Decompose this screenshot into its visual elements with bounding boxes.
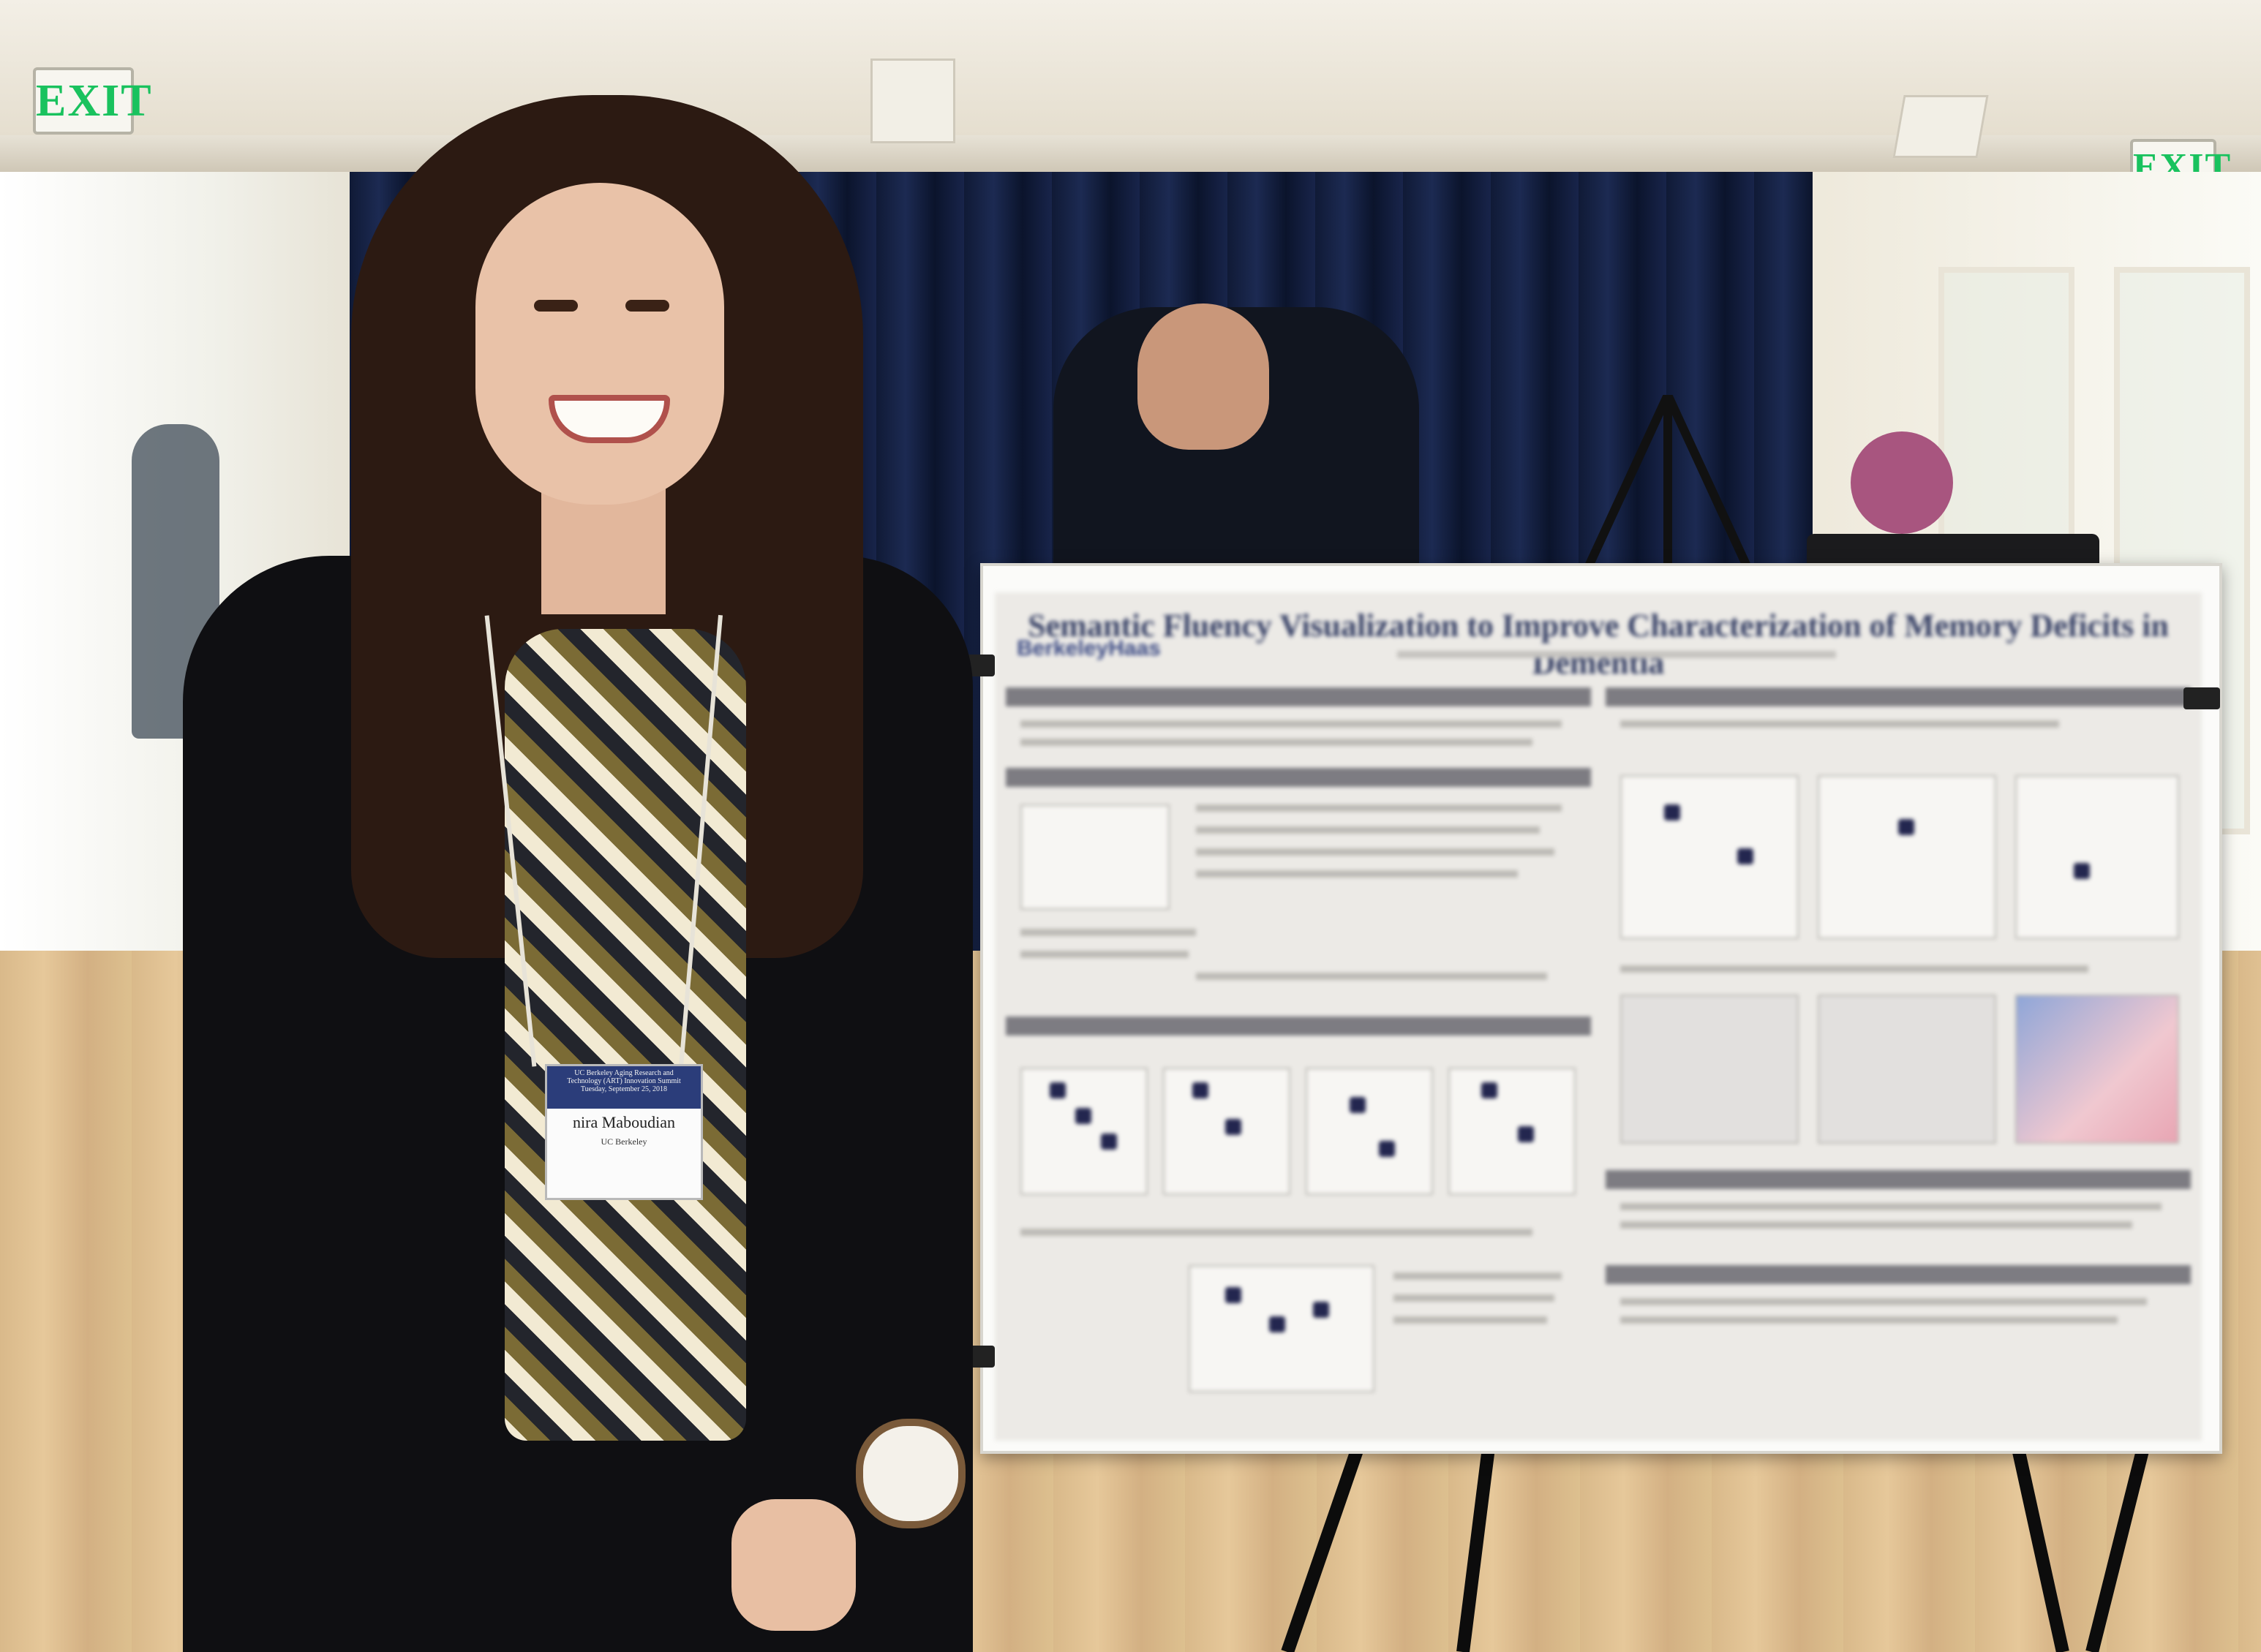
woman-face: [475, 183, 724, 505]
section-header: [1006, 768, 1591, 787]
easel-legs: [1236, 1419, 2157, 1652]
density-plot: [1818, 995, 1996, 1144]
man-head: [1137, 303, 1269, 450]
woman-hand: [731, 1499, 856, 1631]
heatmap-plot: [2015, 995, 2179, 1144]
text-line: [1196, 826, 1540, 834]
text-line: [1196, 870, 1518, 878]
eye: [625, 300, 669, 312]
text-line: [1196, 973, 1547, 980]
text-line: [1620, 1316, 2118, 1324]
scatter-plot: [1620, 775, 1799, 939]
text-line: [1393, 1272, 1562, 1280]
matrix-plot: [1163, 1068, 1290, 1195]
plot-mark: [1313, 1302, 1329, 1318]
plot-mark: [1101, 1134, 1117, 1150]
text-line: [1620, 720, 2059, 728]
name-badge: UC Berkeley Aging Research and Technolog…: [545, 1064, 703, 1200]
text-line: [1020, 929, 1196, 936]
wristwatch: [856, 1419, 966, 1528]
poster-logo: BerkeleyHaas: [1017, 636, 1161, 660]
text-line: [1620, 1221, 2132, 1229]
text-line: [1393, 1294, 1554, 1302]
plot-mark: [1192, 1082, 1208, 1098]
plot-mark: [1737, 848, 1753, 864]
text-line: [1393, 1316, 1547, 1324]
poster-right-column: [1606, 687, 2191, 1426]
text-line: [1196, 848, 1554, 856]
text-line: [1620, 965, 2088, 973]
exit-sign-left: EXIT: [33, 67, 151, 135]
badge-affiliation: UC Berkeley: [601, 1136, 647, 1147]
plot-mark: [1075, 1108, 1091, 1124]
section-header: [1606, 1265, 2191, 1284]
section-header: [1606, 1170, 2191, 1189]
poster-left-column: [1006, 687, 1591, 1426]
text-line: [1020, 951, 1189, 958]
plot-mark: [1050, 1082, 1066, 1098]
section-header: [1006, 1017, 1591, 1036]
badge-header: UC Berkeley Aging Research and Technolog…: [547, 1066, 701, 1109]
research-poster: Semantic Fluency Visualization to Improv…: [995, 592, 2202, 1441]
flowchart-figure: [1020, 804, 1170, 910]
binder-clip: [2183, 687, 2220, 709]
section-header: [1006, 687, 1591, 706]
density-plot: [1620, 995, 1799, 1144]
text-line: [1020, 1229, 1532, 1236]
tripod: [1576, 395, 1760, 585]
text-line: [1620, 1298, 2147, 1305]
text-line: [1020, 739, 1532, 746]
text-line: [1020, 720, 1562, 728]
matrix-plot: [1306, 1068, 1433, 1195]
plot-mark: [1379, 1141, 1395, 1157]
plot-mark: [1481, 1082, 1497, 1098]
plot-mark: [1898, 819, 1914, 835]
poster-authors: [1397, 651, 1836, 658]
text-line: [1620, 1203, 2162, 1210]
plot-mark: [1518, 1126, 1534, 1142]
ceiling: [0, 0, 2261, 146]
speaker-box-right: [1892, 95, 1989, 158]
scatter-plot: [1818, 775, 1996, 939]
eye: [534, 300, 578, 312]
plot-mark: [2074, 863, 2090, 879]
scatter-plot: [2015, 775, 2179, 939]
background-woman: [1851, 431, 1953, 534]
plot-mark: [1225, 1119, 1241, 1135]
plot-mark: [1225, 1287, 1241, 1303]
text-line: [1196, 804, 1562, 812]
badge-name: nira Maboudian: [573, 1113, 675, 1131]
speaker-box: [870, 59, 955, 143]
poster-title: Semantic Fluency Visualization to Improv…: [1028, 608, 2169, 681]
plot-mark: [1350, 1097, 1366, 1113]
matrix-plot: [1020, 1068, 1148, 1195]
smile: [549, 395, 670, 443]
section-header: [1606, 687, 2191, 706]
plot-mark: [1664, 804, 1680, 821]
matrix-plot: [1448, 1068, 1576, 1195]
plot-mark: [1269, 1316, 1285, 1332]
badge-event: UC Berkeley Aging Research and Technolog…: [567, 1069, 681, 1093]
